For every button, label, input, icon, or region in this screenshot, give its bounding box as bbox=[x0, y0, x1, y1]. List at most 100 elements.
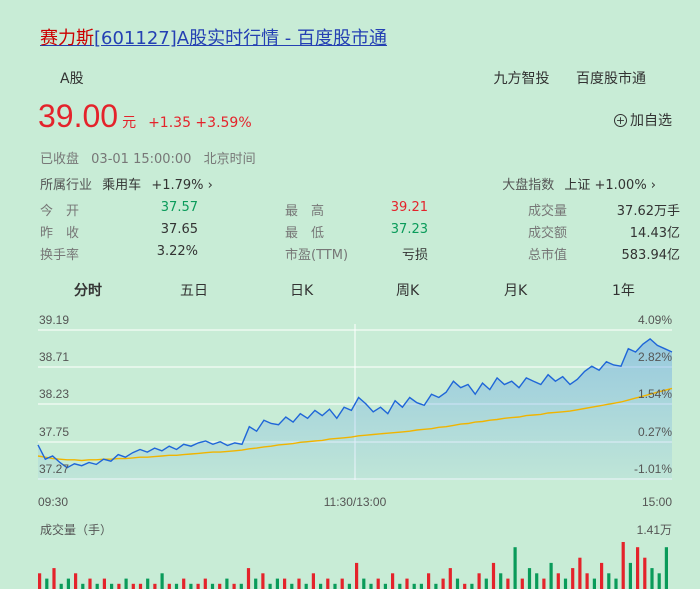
add-watchlist-label: 加自选 bbox=[630, 113, 672, 129]
volume-bar bbox=[95, 583, 99, 589]
volume-bar bbox=[88, 578, 92, 589]
page-title[interactable]: 赛力斯[601127]A股实时行情 - 百度股市通 bbox=[40, 24, 387, 50]
volume-bar bbox=[74, 573, 78, 589]
price-area bbox=[38, 338, 672, 480]
volume-bar bbox=[326, 578, 330, 589]
volume-bar bbox=[110, 583, 114, 589]
volume-bar bbox=[290, 583, 294, 589]
source-links: 九方智投 百度股市通 bbox=[472, 68, 646, 88]
volume-bar bbox=[131, 583, 135, 589]
x-axis-label: 11:30/13:00 bbox=[324, 495, 387, 509]
volume-bar bbox=[383, 583, 387, 589]
market-value[interactable]: 上证 +1.00% › bbox=[564, 178, 656, 193]
volume-bar bbox=[643, 557, 647, 589]
volume-bar bbox=[463, 583, 467, 589]
volume-bar bbox=[218, 583, 222, 589]
volume-bar bbox=[376, 578, 380, 589]
tab-monthly-k[interactable]: 月K bbox=[504, 283, 528, 299]
volume-bar bbox=[355, 562, 359, 589]
stat-label: 最 高 bbox=[285, 204, 325, 219]
chart-tabs: 分时 五日 日K 周K 月K 1年 bbox=[40, 280, 680, 304]
volume-bar bbox=[347, 583, 351, 589]
add-watchlist-button[interactable]: + 加自选 bbox=[614, 110, 672, 130]
volume-bar bbox=[405, 578, 409, 589]
volume-bars bbox=[38, 542, 668, 589]
volume-bar bbox=[650, 568, 654, 589]
price-area-fill bbox=[38, 338, 672, 480]
industry-value[interactable]: 乘用车 bbox=[102, 178, 142, 193]
industry-info[interactable]: 所属行业 乘用车 +1.79% › bbox=[40, 174, 213, 193]
volume-bar bbox=[239, 583, 243, 589]
volume-bar bbox=[520, 578, 524, 589]
y-axis-label: 38.71 bbox=[39, 350, 69, 364]
source-link-baidu[interactable]: 百度股市通 bbox=[576, 71, 646, 87]
volume-bar bbox=[153, 583, 157, 589]
volume-bar bbox=[146, 578, 150, 589]
tab-one-year[interactable]: 1年 bbox=[612, 283, 635, 299]
volume-bar bbox=[254, 578, 258, 589]
volume-bar bbox=[275, 578, 279, 589]
volume-bar bbox=[311, 573, 315, 589]
stats-grid: 今 开 37.57 最 高 39.21 成交量 37.62万手 昨 收 37.6… bbox=[40, 200, 680, 266]
volume-bar bbox=[664, 547, 668, 589]
volume-bar bbox=[607, 573, 611, 589]
volume-bar bbox=[66, 578, 70, 589]
volume-max-label: 1.41万 bbox=[637, 523, 672, 537]
title-rest[interactable]: [601127]A股实时行情 - 百度股市通 bbox=[94, 28, 388, 49]
volume-bar bbox=[549, 562, 553, 589]
volume-bar bbox=[527, 568, 532, 589]
y-axis-label: 37.75 bbox=[39, 425, 69, 439]
volume-bar bbox=[174, 583, 179, 589]
volume-bar bbox=[210, 583, 215, 589]
volume-bar bbox=[427, 573, 431, 589]
industry-change[interactable]: +1.79% › bbox=[151, 178, 213, 193]
volume-bar bbox=[362, 578, 366, 589]
volume-bar bbox=[391, 573, 395, 589]
y-right-label: -1.01% bbox=[634, 462, 672, 476]
stats-row: 换手率 3.22% 市盈(TTM) 亏损 总市值 583.94亿 bbox=[40, 244, 680, 266]
volume-bar bbox=[636, 547, 640, 589]
volume-bar bbox=[563, 578, 568, 589]
volume-bar bbox=[59, 583, 63, 589]
y-right-label: 0.27% bbox=[638, 425, 672, 439]
intraday-chart[interactable]: 39.19 38.71 38.23 37.75 37.27 4.09% 2.82% 1.54%… bbox=[0, 310, 700, 589]
source-link-jiufang[interactable]: 九方智投 bbox=[493, 71, 550, 87]
chart-lines bbox=[37, 337, 673, 469]
volume-bar bbox=[542, 578, 546, 589]
status-time: 03-01 15:00:00 bbox=[91, 152, 192, 167]
tab-weekly-k[interactable]: 周K bbox=[396, 283, 420, 299]
tab-intraday[interactable]: 分时 bbox=[74, 283, 102, 299]
stock-name-link[interactable]: 赛力斯 bbox=[40, 28, 94, 49]
volume-bar bbox=[621, 542, 625, 589]
volume-bar bbox=[268, 583, 272, 589]
volume-bar bbox=[628, 562, 632, 589]
tab-daily-k[interactable]: 日K bbox=[290, 283, 314, 299]
plus-circle-icon: + bbox=[614, 113, 627, 127]
volume-bar bbox=[232, 583, 236, 589]
volume-bar bbox=[571, 568, 575, 589]
chart-svg[interactable]: 39.19 38.71 38.23 37.75 37.27 4.09% 2.82% 1.54%… bbox=[0, 310, 700, 589]
price-row: 39.00 元 +1.35 +3.59% bbox=[38, 98, 252, 135]
avg-price-line bbox=[37, 387, 673, 462]
stat-label: 成交量 bbox=[528, 204, 568, 219]
market-index[interactable]: 大盘指数 上证 +1.00% › bbox=[502, 174, 656, 193]
volume-bar bbox=[196, 583, 200, 589]
stat-value: 37.62万手 bbox=[616, 204, 680, 219]
volume-bar bbox=[657, 573, 661, 589]
y-right-label: 4.09% bbox=[638, 313, 672, 327]
volume-bar bbox=[491, 562, 496, 589]
x-axis-label: 09:30 bbox=[38, 495, 68, 509]
tab-five-day[interactable]: 五日 bbox=[180, 283, 208, 299]
volume-bar bbox=[304, 583, 308, 589]
volume-bar bbox=[45, 578, 49, 589]
stat-label: 市盈(TTM) bbox=[285, 248, 349, 263]
industry-label: 所属行业 bbox=[40, 178, 93, 193]
volume-bar bbox=[38, 573, 42, 589]
volume-bar bbox=[506, 578, 510, 589]
volume-bar bbox=[117, 583, 121, 589]
price-line bbox=[37, 337, 673, 469]
y-right-label: 2.82% bbox=[638, 350, 672, 364]
stat-label: 总市值 bbox=[528, 248, 568, 263]
volume-bar bbox=[369, 583, 373, 589]
stat-value: 3.22% bbox=[156, 244, 198, 259]
